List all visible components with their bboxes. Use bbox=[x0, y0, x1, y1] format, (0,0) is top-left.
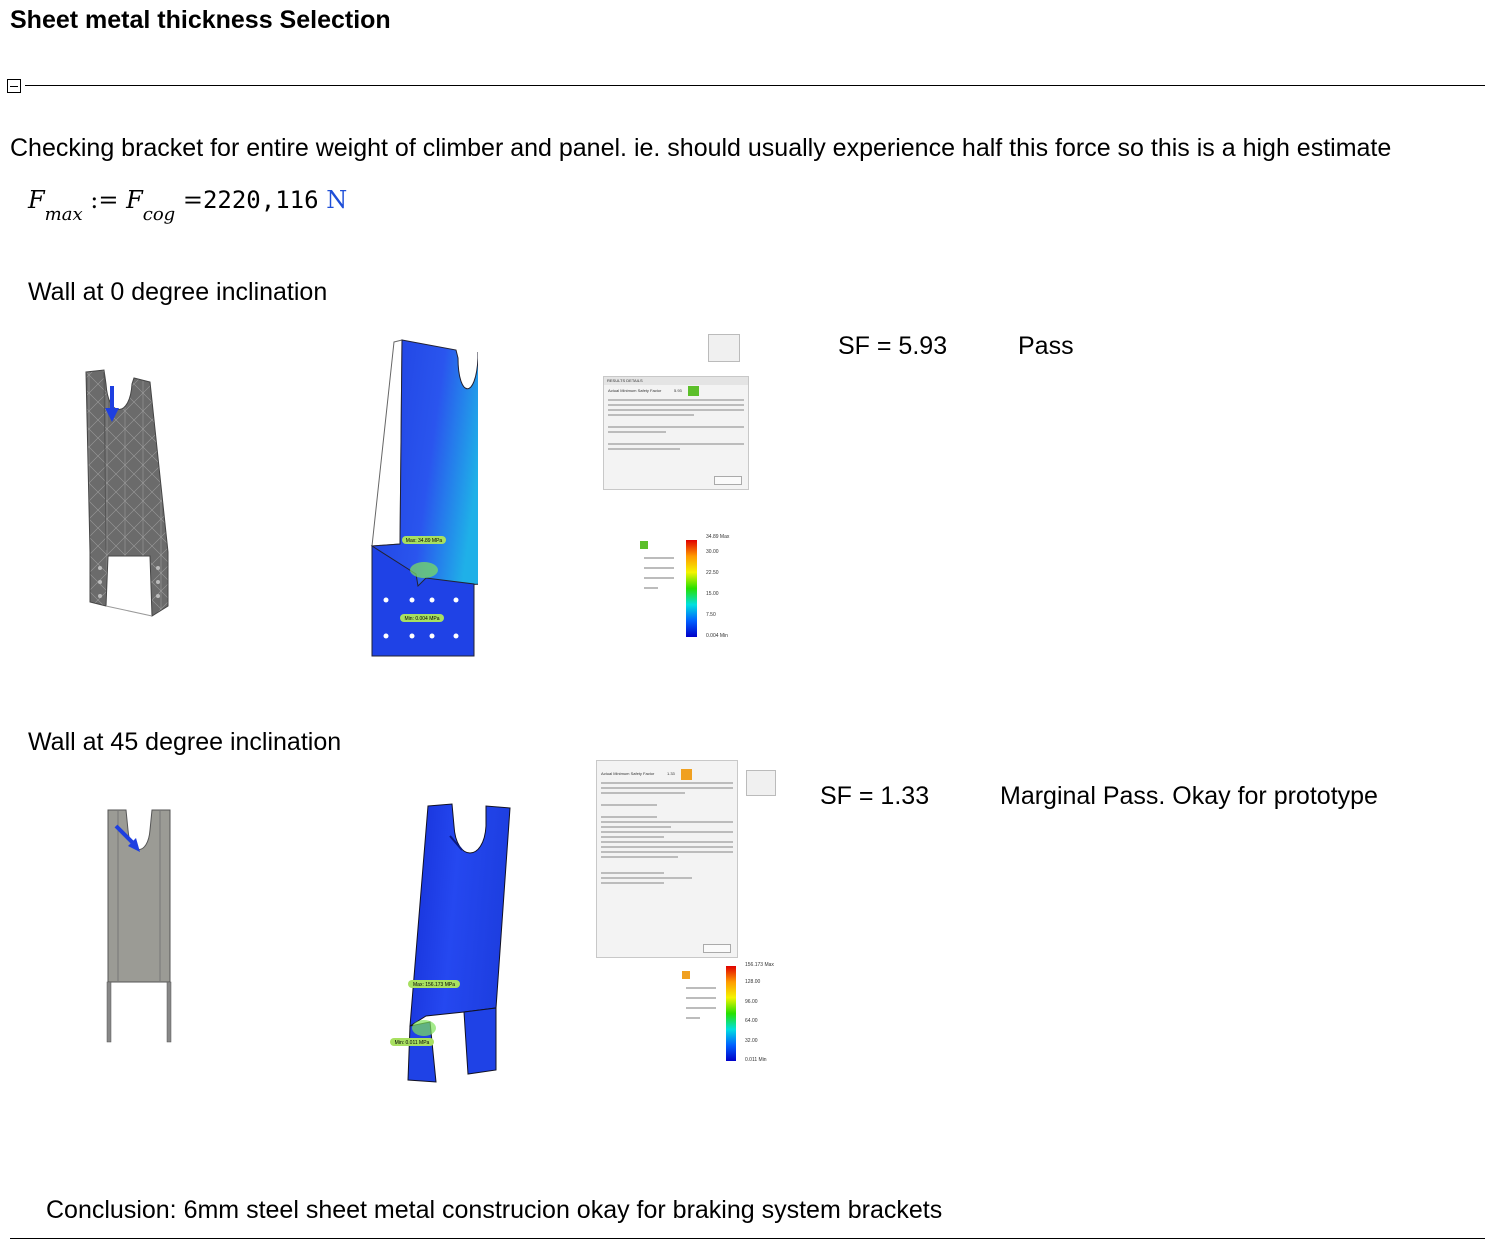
case2-bracket-image bbox=[106, 809, 172, 1043]
case1-results-panel-header: RESULTS DETAILS bbox=[604, 377, 748, 385]
legend-tick: 156.173 Max bbox=[745, 962, 774, 968]
case1-mesh-bracket-image bbox=[85, 369, 169, 617]
case1-results-panel: RESULTS DETAILS Actual Minimum Safety Fa… bbox=[603, 376, 749, 490]
legend-tick: 96.00 bbox=[745, 999, 758, 1005]
case1-legend-bar bbox=[686, 540, 697, 637]
case1-min-label: Min: 0.004 MPa bbox=[404, 616, 439, 622]
section-divider bbox=[25, 85, 1485, 86]
intro-text: Checking bracket for entire weight of cl… bbox=[10, 134, 1392, 162]
legend-tick: 22.50 bbox=[706, 570, 719, 576]
legend-tick: 34.89 Max bbox=[706, 534, 730, 540]
case2-warning-icon bbox=[681, 769, 692, 780]
case2-legend-warning-icon bbox=[682, 971, 690, 979]
conclusion-text: Conclusion: 6mm steel sheet metal constr… bbox=[46, 1196, 943, 1224]
legend-tick: 64.00 bbox=[745, 1018, 758, 1024]
case1-legend-pass-icon bbox=[640, 541, 648, 549]
legend-tick: 0.004 Min bbox=[706, 633, 728, 639]
case2-legend-bar bbox=[726, 966, 736, 1061]
case1-close-button[interactable] bbox=[714, 476, 742, 485]
bottom-divider bbox=[10, 1238, 1485, 1239]
case1-safety-factor: SF = 5.93 bbox=[838, 332, 948, 360]
case2-results-panel: Actual Minimum Safety Factor 1.33 bbox=[596, 760, 738, 958]
legend-tick: 30.00 bbox=[706, 549, 719, 555]
formula-unit: N bbox=[326, 186, 348, 214]
formula-rhs-var: F bbox=[126, 186, 143, 214]
legend-tick: 15.00 bbox=[706, 591, 719, 597]
case2-stress-bracket-image: Max: 156.173 MPa Min: 0.011 MPa bbox=[390, 803, 511, 1083]
page-title: Sheet metal thickness Selection bbox=[10, 6, 391, 34]
case2-close-button[interactable] bbox=[703, 944, 731, 953]
case1-heading: Wall at 0 degree inclination bbox=[28, 278, 328, 306]
case2-view-cube-icon[interactable] bbox=[746, 770, 776, 796]
case2-safety-factor: SF = 1.33 bbox=[820, 782, 930, 810]
formula-equals: = bbox=[182, 186, 203, 214]
case1-legend-controls bbox=[640, 536, 680, 616]
case1-panel-factor: 5.93 bbox=[674, 388, 682, 393]
formula-lhs-sub: max bbox=[44, 204, 83, 225]
case2-max-label: Max: 156.173 MPa bbox=[413, 982, 455, 988]
case2-panel-factor: 1.33 bbox=[667, 771, 675, 776]
formula-value: 2220,116 bbox=[202, 186, 319, 214]
case1-pass-check-icon bbox=[688, 386, 699, 396]
case2-result: Marginal Pass. Okay for prototype bbox=[1000, 782, 1378, 810]
case2-min-label: Min: 0.011 MPa bbox=[395, 1040, 430, 1046]
case1-view-cube-icon[interactable] bbox=[708, 334, 740, 362]
legend-tick: 0.011 Min bbox=[745, 1057, 767, 1063]
case1-max-label-bg bbox=[402, 536, 446, 544]
formula-lhs-var: F bbox=[28, 186, 45, 214]
case2-heading: Wall at 45 degree inclination bbox=[28, 728, 342, 756]
case2-legend-controls bbox=[682, 966, 722, 1030]
force-formula: Fmax := Fcog =2220,116 N bbox=[28, 186, 347, 225]
formula-assign: := bbox=[90, 186, 119, 214]
legend-tick: 32.00 bbox=[745, 1038, 758, 1044]
legend-tick: 128.00 bbox=[745, 979, 761, 985]
case1-result: Pass bbox=[1018, 332, 1074, 360]
case2-legend-ticks: 156.173 Max 128.00 96.00 64.00 32.00 0.0… bbox=[745, 962, 785, 1070]
case1-legend-ticks: 34.89 Max 30.00 22.50 15.00 7.50 0.004 M… bbox=[706, 534, 746, 642]
collapse-toggle-icon[interactable] bbox=[7, 79, 21, 93]
formula-rhs-sub: cog bbox=[142, 204, 176, 225]
case1-max-label: Max: 34.89 MPa bbox=[406, 538, 443, 544]
legend-tick: 7.50 bbox=[706, 612, 716, 618]
case1-stress-bracket-image: Max: 34.89 MPa Min: 0.004 MPa bbox=[370, 339, 478, 657]
